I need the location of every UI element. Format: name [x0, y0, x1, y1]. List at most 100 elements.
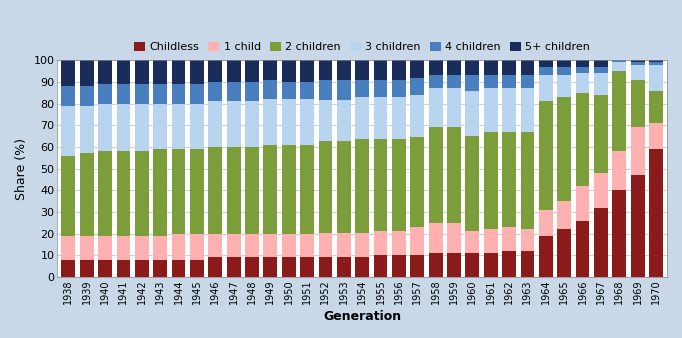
Bar — [209, 234, 222, 258]
Bar — [300, 234, 314, 258]
Bar — [557, 229, 571, 277]
Bar — [392, 80, 406, 97]
Bar — [300, 258, 314, 277]
Bar — [337, 233, 351, 257]
Bar — [282, 82, 295, 99]
Bar — [539, 75, 552, 101]
Bar — [355, 233, 369, 257]
Bar — [190, 260, 204, 277]
Bar — [539, 101, 552, 210]
Bar — [209, 60, 222, 82]
Y-axis label: Share (%): Share (%) — [15, 138, 28, 199]
Bar — [594, 95, 608, 173]
Bar — [226, 258, 241, 277]
Bar — [245, 60, 259, 82]
Bar — [209, 147, 222, 234]
Bar — [594, 73, 608, 95]
Bar — [576, 221, 589, 277]
Bar — [190, 60, 204, 84]
Bar — [374, 60, 387, 80]
Bar — [576, 186, 589, 221]
Bar — [576, 93, 589, 186]
Bar — [631, 60, 644, 62]
Bar — [98, 103, 112, 151]
Bar — [190, 84, 204, 103]
Bar — [190, 149, 204, 234]
Bar — [649, 123, 663, 149]
Bar — [447, 127, 461, 223]
Bar — [520, 132, 534, 229]
Bar — [135, 103, 149, 151]
Bar — [392, 139, 406, 231]
Bar — [411, 255, 424, 277]
Bar — [117, 60, 130, 84]
Bar — [557, 60, 571, 67]
Bar — [465, 91, 479, 136]
X-axis label: Generation: Generation — [323, 310, 401, 323]
Bar — [117, 84, 130, 103]
Bar — [429, 253, 443, 277]
Bar — [117, 236, 130, 260]
Bar — [520, 88, 534, 132]
Bar — [612, 190, 626, 277]
Bar — [539, 236, 552, 277]
Bar — [392, 255, 406, 277]
Bar — [153, 103, 167, 149]
Bar — [80, 86, 93, 106]
Bar — [649, 91, 663, 123]
Bar — [447, 75, 461, 88]
Bar — [612, 151, 626, 190]
Bar — [282, 234, 295, 258]
Bar — [263, 80, 278, 99]
Bar — [98, 60, 112, 84]
Bar — [318, 233, 332, 257]
Bar — [484, 253, 498, 277]
Bar — [245, 101, 259, 147]
Bar — [649, 62, 663, 65]
Bar — [172, 260, 186, 277]
Bar — [190, 234, 204, 260]
Bar — [153, 149, 167, 236]
Bar — [337, 141, 351, 233]
Bar — [465, 232, 479, 253]
Bar — [392, 231, 406, 255]
Bar — [172, 103, 186, 149]
Bar — [318, 141, 332, 233]
Bar — [612, 71, 626, 151]
Bar — [631, 62, 644, 65]
Bar — [502, 88, 516, 132]
Bar — [502, 60, 516, 75]
Bar — [484, 60, 498, 75]
Bar — [392, 60, 406, 80]
Bar — [263, 234, 278, 258]
Bar — [282, 60, 295, 82]
Bar — [172, 60, 186, 84]
Bar — [429, 127, 443, 223]
Bar — [631, 127, 644, 175]
Bar — [557, 67, 571, 75]
Bar — [117, 260, 130, 277]
Bar — [411, 226, 424, 255]
Bar — [135, 236, 149, 260]
Bar — [263, 145, 278, 234]
Bar — [484, 229, 498, 253]
Bar — [282, 145, 295, 234]
Bar — [80, 153, 93, 236]
Bar — [61, 155, 75, 236]
Bar — [61, 60, 75, 86]
Bar — [226, 82, 241, 101]
Bar — [520, 229, 534, 251]
Bar — [484, 88, 498, 132]
Bar — [539, 60, 552, 67]
Bar — [411, 60, 424, 78]
Bar — [172, 84, 186, 103]
Bar — [135, 260, 149, 277]
Bar — [484, 75, 498, 88]
Bar — [502, 75, 516, 88]
Bar — [465, 60, 479, 75]
Bar — [318, 257, 332, 277]
Bar — [649, 149, 663, 277]
Bar — [411, 137, 424, 226]
Bar — [631, 80, 644, 127]
Bar — [226, 234, 241, 258]
